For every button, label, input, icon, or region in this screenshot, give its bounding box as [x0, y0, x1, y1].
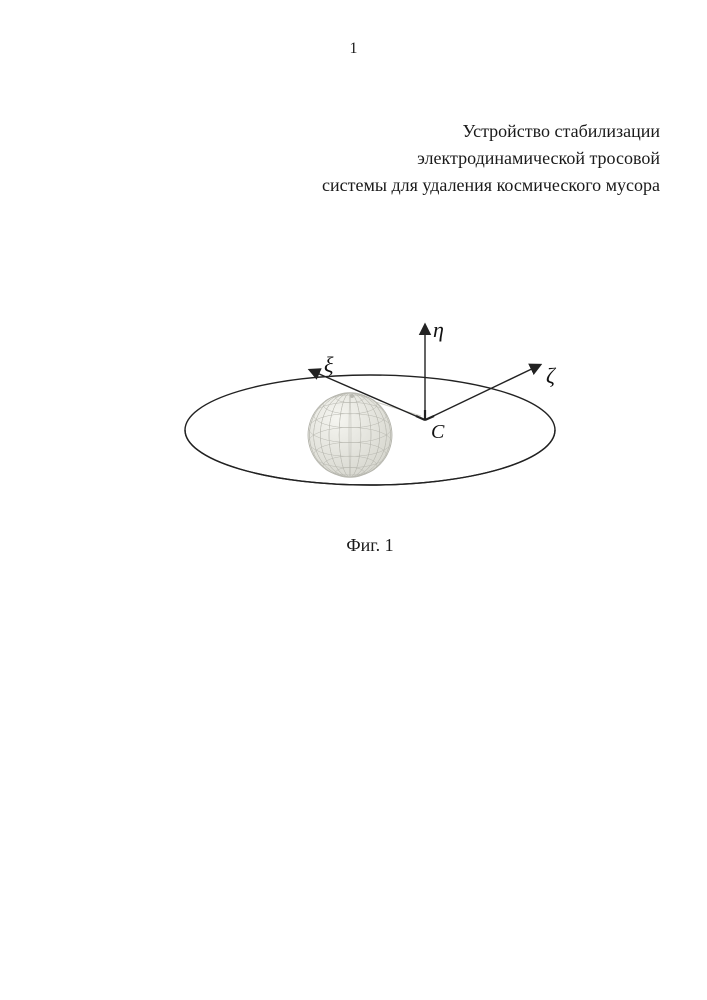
- figure-caption: Фиг. 1: [160, 535, 580, 556]
- figure-svg: η ζ ξ C: [160, 310, 580, 530]
- page: 1 Устройство стабилизации электродинамич…: [0, 0, 707, 1000]
- origin-label: C: [431, 421, 445, 443]
- title-block: Устройство стабилизации электродинамичес…: [0, 118, 660, 199]
- axis-label-eta: η: [433, 317, 444, 342]
- axis-label-xi: ξ: [324, 352, 334, 377]
- figure-1: η ζ ξ C Фиг. 1: [160, 310, 580, 570]
- title-line-3: системы для удаления космического мусора: [0, 172, 660, 199]
- title-line-2: электродинамической тросовой: [0, 145, 660, 172]
- title-line-1: Устройство стабилизации: [0, 118, 660, 145]
- page-number: 1: [0, 40, 707, 58]
- axis-label-zeta: ζ: [546, 363, 557, 388]
